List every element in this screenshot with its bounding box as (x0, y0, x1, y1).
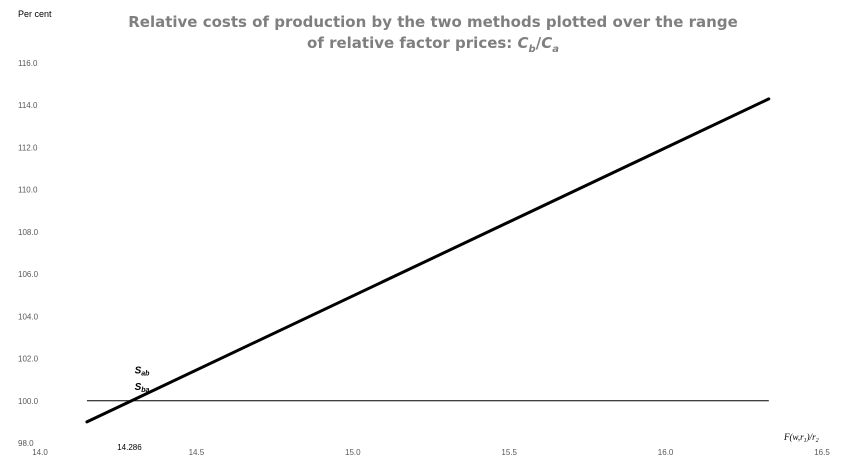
x-tick-label-4: 16.0 (658, 448, 674, 457)
y-tick-label-8: 114.0 (18, 101, 38, 110)
x-tick-label-3: 15.5 (501, 448, 517, 457)
y-tick-label-6: 110.0 (18, 186, 38, 195)
crossover-value-label: 14.286 (117, 443, 142, 452)
chart-title-s1: b (529, 44, 536, 55)
y-tick-label-4: 106.0 (18, 270, 39, 279)
series-line-cb-ca (85, 97, 771, 424)
y-tick-label-2: 102.0 (18, 355, 39, 364)
x-label-s1: r (800, 432, 804, 442)
chart-title-line-1: Relative costs of production by the two … (128, 13, 738, 31)
chart-title-c1: C (518, 34, 529, 52)
x-axis-label: F(w,r1)/r2 (783, 432, 819, 444)
y-tick-label-0: 98.0 (18, 439, 34, 448)
annotation-s-ab-sub: ab (141, 370, 150, 377)
x-label-sub1: 1 (804, 438, 807, 444)
chart-title-line-2: of relative factor prices: Cb/Ca (307, 34, 559, 55)
y-tick-label-1: 100.0 (18, 397, 39, 406)
x-tick-label-5: 16.5 (814, 448, 830, 457)
annotation-s-ab: Sab (135, 365, 151, 377)
chart-title-c2: C (541, 34, 552, 52)
y-tick-label-7: 112.0 (18, 143, 38, 152)
annotation-s-ba-sub: ba (141, 387, 149, 394)
x-label-pre: F(w, (783, 432, 800, 442)
y-tick-label-9: 116.0 (18, 59, 38, 68)
chart-title-line-2-text: of relative factor prices: (307, 34, 518, 52)
x-axis-ticks: 14.0 14.5 15.0 15.5 16.0 16.5 (32, 448, 830, 457)
x-label-mid: )/r (806, 432, 816, 442)
annotation-s-ba-base: S (135, 382, 142, 393)
x-tick-label-0: 14.0 (32, 448, 48, 457)
y-axis-ticks: 98.0 100.0 102.0 104.0 106.0 108.0 110.0 112.0 1… (18, 59, 39, 448)
x-tick-label-2: 15.0 (345, 448, 361, 457)
y-axis-label: Per cent (18, 9, 52, 19)
annotation-s-ba: Sba (135, 382, 150, 394)
chart-title-s2: a (552, 44, 559, 55)
annotation-s-ab-base: S (135, 365, 142, 376)
x-tick-label-1: 14.5 (189, 448, 205, 457)
x-label-sub2: 2 (816, 438, 819, 444)
y-tick-label-3: 104.0 (18, 312, 39, 321)
y-tick-label-5: 108.0 (18, 228, 39, 237)
chart-title-slash: / (536, 34, 542, 52)
